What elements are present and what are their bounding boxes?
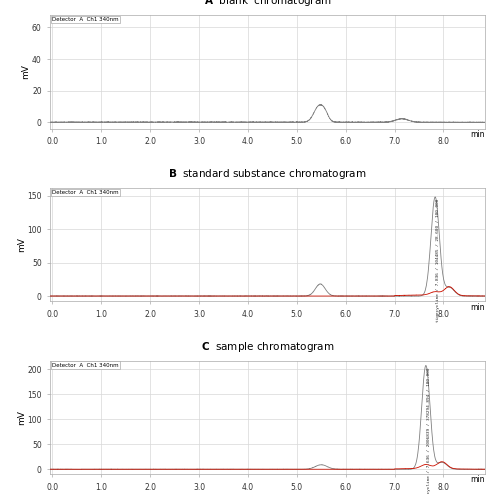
Text: min: min [470, 130, 485, 139]
Text: tigecycline / 7.636 / 2006839 / 378294.894 / 100.000: tigecycline / 7.636 / 2006839 / 378294.8… [426, 367, 430, 494]
Text: $\bf{C}$  sample chromatogram: $\bf{C}$ sample chromatogram [201, 340, 334, 354]
Text: Detector  A  Ch1 340nm: Detector A Ch1 340nm [52, 17, 119, 22]
Text: Detector  A  Ch1 340nm: Detector A Ch1 340nm [52, 363, 119, 368]
Text: min: min [470, 302, 485, 312]
Y-axis label: mV: mV [17, 410, 26, 425]
Text: tigecycline / 7.836 / 104485 / 28.600 / 100.000: tigecycline / 7.836 / 104485 / 28.600 / … [436, 199, 440, 323]
Text: $\bf{B}$  standard substance chromatogram: $\bf{B}$ standard substance chromatogram [168, 167, 367, 181]
Y-axis label: mV: mV [17, 237, 26, 252]
Text: $\bf{A}$  blank  chromatogram: $\bf{A}$ blank chromatogram [204, 0, 332, 8]
Y-axis label: mV: mV [22, 64, 30, 79]
Text: min: min [470, 475, 485, 485]
Text: Detector  A  Ch1 340nm: Detector A Ch1 340nm [52, 190, 119, 195]
